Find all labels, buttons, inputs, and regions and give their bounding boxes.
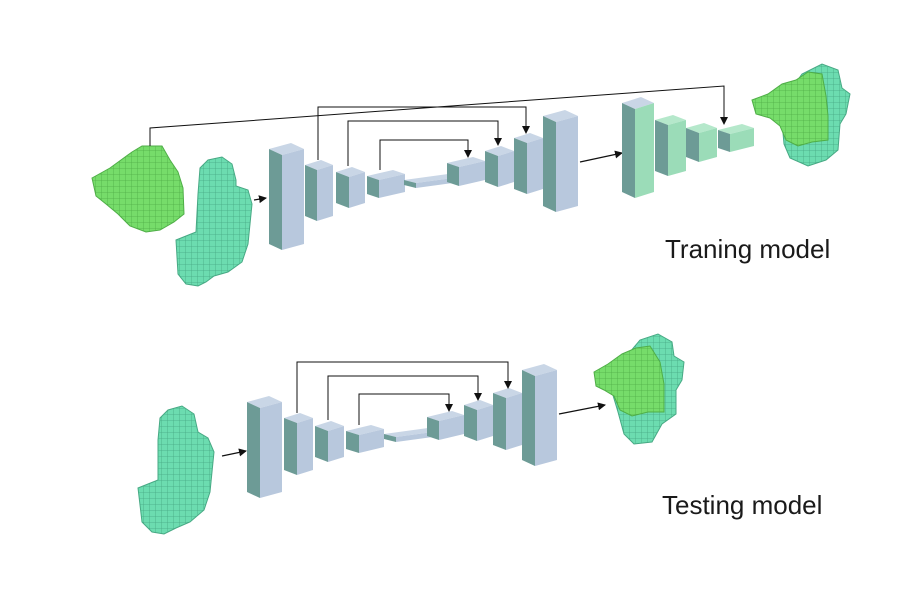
training-decoder-block-3 xyxy=(686,123,717,162)
training-block-d1 xyxy=(447,157,485,186)
testing-skip-connections xyxy=(296,361,512,425)
training-input-partial-shape xyxy=(91,145,185,233)
training-decoder-block-1 xyxy=(622,97,654,198)
testing-input-chair-shape xyxy=(137,405,215,535)
testing-block-e2 xyxy=(284,413,313,475)
testing-block-e4 xyxy=(346,425,384,453)
training-skip-middle xyxy=(347,120,502,166)
training-decoder-network xyxy=(622,97,754,198)
training-output-shape xyxy=(751,63,851,167)
training-unet xyxy=(269,110,578,250)
testing-block-d4 xyxy=(522,364,557,466)
training-model-label: Traning model xyxy=(665,234,830,264)
training-decoder-block-4 xyxy=(718,124,754,152)
training-model: Traning model xyxy=(91,63,851,287)
testing-output-arrow xyxy=(558,402,606,415)
testing-block-e3 xyxy=(315,421,344,462)
training-long-skip xyxy=(149,85,728,146)
training-block-e4 xyxy=(367,170,405,198)
training-skip-outer xyxy=(317,106,530,160)
testing-output-shape xyxy=(593,333,685,445)
training-block-e2 xyxy=(305,160,333,221)
training-input-arrow xyxy=(253,195,267,204)
testing-model-label: Testing model xyxy=(662,490,822,520)
training-block-d4 xyxy=(543,110,578,212)
testing-skip-outer xyxy=(296,361,512,413)
training-decoder-block-2 xyxy=(655,115,686,176)
training-input-chair-shape xyxy=(175,156,253,287)
testing-block-d1 xyxy=(427,411,464,440)
testing-unet xyxy=(247,364,557,498)
training-mid-arrow xyxy=(579,150,623,163)
testing-block-d3 xyxy=(493,388,522,450)
testing-input-arrow xyxy=(221,448,247,457)
training-block-d3 xyxy=(514,133,543,194)
training-block-e3 xyxy=(336,167,365,208)
training-skip-connections xyxy=(317,106,530,170)
training-block-e1 xyxy=(269,143,304,250)
testing-skip-inner xyxy=(358,393,453,425)
testing-block-d2 xyxy=(464,400,493,441)
testing-block-e1 xyxy=(247,396,282,498)
testing-skip-middle xyxy=(327,375,482,420)
training-block-d2 xyxy=(485,146,514,187)
training-skip-inner xyxy=(379,139,472,170)
testing-model: Testing model xyxy=(137,333,822,535)
